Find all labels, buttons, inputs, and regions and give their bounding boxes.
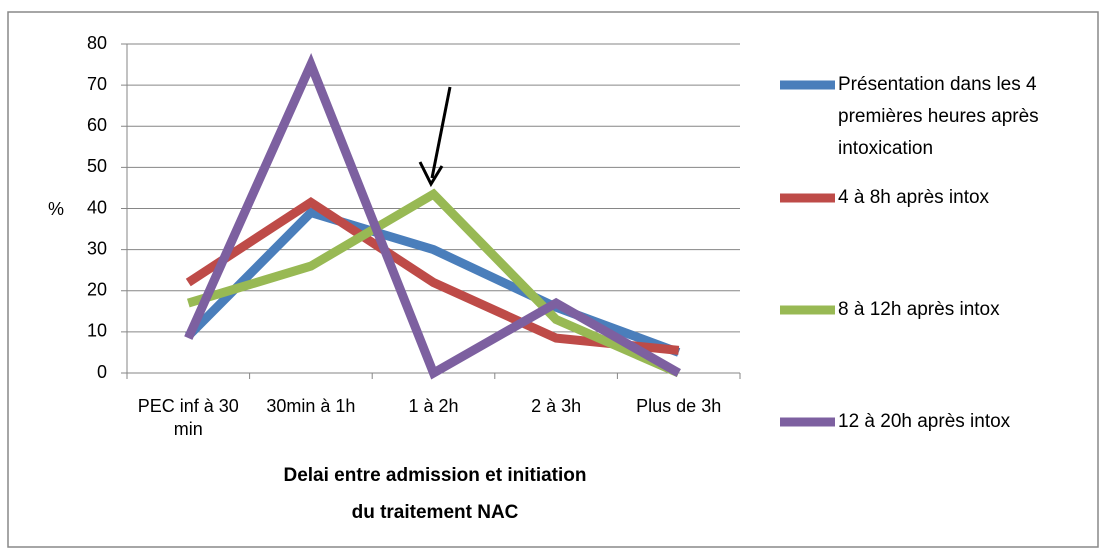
y-tick-label: 60 [87, 115, 107, 135]
y-tick-label: 40 [87, 197, 107, 217]
x-tick-label: 1 à 2h [408, 396, 459, 416]
legend-label: 4 à 8h après intox [838, 187, 990, 208]
arrow [418, 86, 452, 188]
frame [7, 11, 1099, 548]
x-tick-label: Plus de 3h [636, 396, 722, 416]
y-axis-label: % [48, 199, 64, 219]
legend-label: Présentation dans les 4 premières heures… [838, 74, 1039, 159]
x-tick-label: PEC inf à 30 min [137, 396, 239, 439]
y-tick-label: 70 [87, 74, 107, 94]
y-tick-label: 0 [97, 362, 107, 382]
y-tick-label: 80 [87, 33, 107, 53]
plot: 0 10 20 30 40 50 60 70 80 [87, 33, 835, 427]
series-line [184, 53, 681, 380]
legend-label: 12 à 20h après intox [838, 411, 1011, 432]
y-tick-label: 50 [87, 156, 107, 176]
y-tick-label: 10 [87, 321, 107, 341]
y-tick-label: 30 [87, 238, 107, 258]
series-line [186, 188, 681, 378]
x-tick-label: 2 à 3h [531, 396, 582, 416]
x-tick-label: 30min à 1h [266, 396, 356, 416]
legend-label: 8 à 12h après intox [838, 299, 1000, 320]
y-tick-label: 20 [87, 280, 107, 300]
x-axis-label: Delai entre admission et initiation du t… [283, 465, 587, 523]
